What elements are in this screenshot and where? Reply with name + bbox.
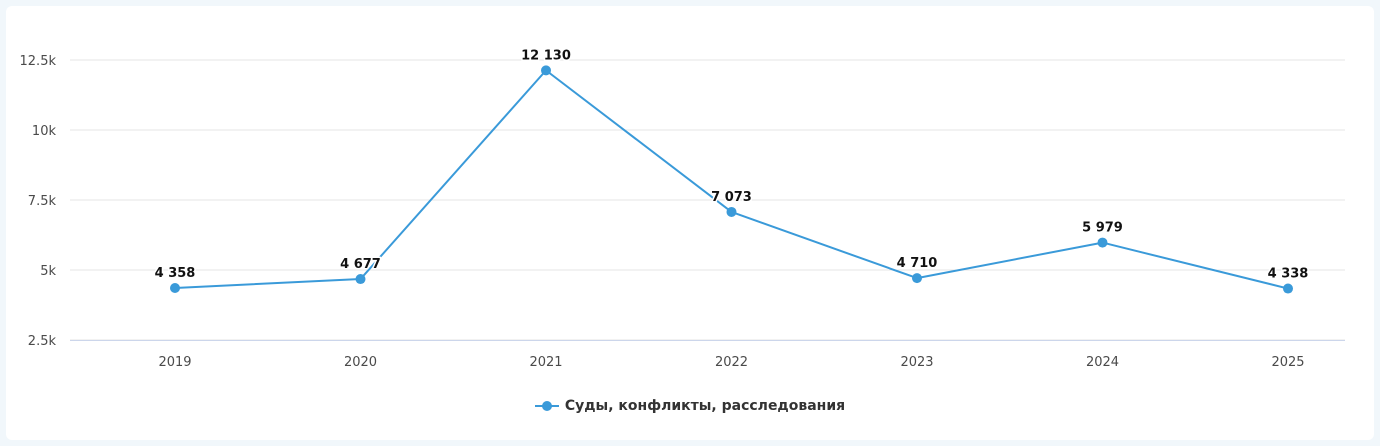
data-point[interactable]	[170, 282, 180, 293]
data-label: 7 073	[711, 190, 752, 205]
y-tick-label: 10k	[32, 124, 57, 139]
data-label: 4 677	[340, 257, 381, 272]
chart-card	[6, 6, 1374, 440]
data-label: 4 358	[155, 266, 196, 281]
x-tick-label: 2023	[900, 355, 933, 370]
data-label: 4 338	[1268, 267, 1309, 282]
data-point[interactable]	[355, 274, 366, 285]
data-labels: 4 358 4 677 12 130 7 073 4 710 5 979 4 338	[153, 47, 1310, 283]
x-tick-label: 2025	[1271, 355, 1304, 370]
x-tick-label: 2020	[344, 355, 377, 370]
grid-lines	[70, 59, 1345, 341]
data-point[interactable]	[1283, 283, 1293, 294]
data-point[interactable]	[912, 273, 922, 284]
series-line	[174, 69, 1289, 290]
legend-label: Суды, конфликты, расследования	[564, 398, 846, 414]
y-axis: 2.5k 5k 7.5k 10k 12.5k	[20, 54, 57, 349]
x-axis: 2019 2020 2021 2022 2023 2024 2025	[70, 340, 1345, 370]
y-tick-label: 5k	[40, 264, 56, 279]
data-label: 12 130	[521, 48, 571, 63]
x-tick-label: 2021	[529, 355, 562, 370]
x-tick-label: 2019	[158, 355, 191, 370]
y-tick-label: 2.5k	[28, 334, 57, 349]
y-tick-label: 12.5k	[20, 54, 57, 69]
series-layer	[170, 65, 1293, 294]
legend-marker-icon	[534, 400, 559, 412]
data-point[interactable]	[541, 65, 551, 76]
data-label: 4 710	[897, 256, 938, 271]
legend[interactable]: Суды, конфликты, расследования	[0, 398, 1380, 414]
y-tick-label: 7.5k	[28, 194, 57, 209]
data-point[interactable]	[726, 206, 737, 217]
data-point[interactable]	[1097, 237, 1108, 248]
x-tick-label: 2024	[1086, 355, 1119, 370]
x-tick-label: 2022	[715, 355, 748, 370]
data-label: 5 979	[1082, 221, 1123, 236]
